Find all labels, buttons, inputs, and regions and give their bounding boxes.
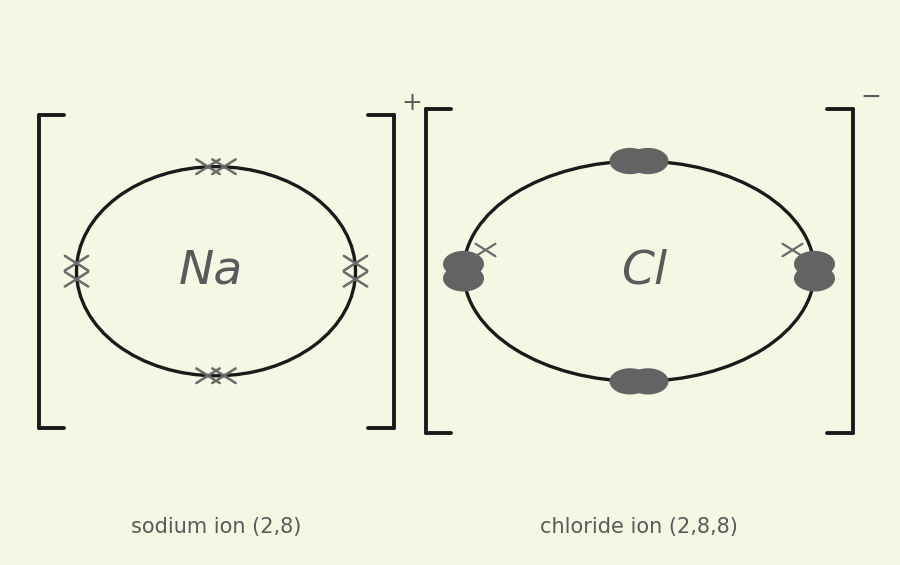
Text: Na: Na: [179, 249, 243, 294]
Ellipse shape: [628, 369, 668, 394]
Ellipse shape: [795, 266, 834, 291]
Ellipse shape: [610, 369, 650, 394]
Text: chloride ion (2,8,8): chloride ion (2,8,8): [540, 517, 738, 537]
Text: sodium ion (2,8): sodium ion (2,8): [130, 517, 302, 537]
Ellipse shape: [795, 251, 834, 276]
Text: −: −: [860, 85, 881, 109]
Ellipse shape: [610, 149, 650, 173]
Ellipse shape: [444, 266, 483, 291]
Text: +: +: [401, 90, 422, 115]
Ellipse shape: [628, 149, 668, 173]
Text: Cl: Cl: [621, 249, 667, 294]
Ellipse shape: [444, 251, 483, 276]
